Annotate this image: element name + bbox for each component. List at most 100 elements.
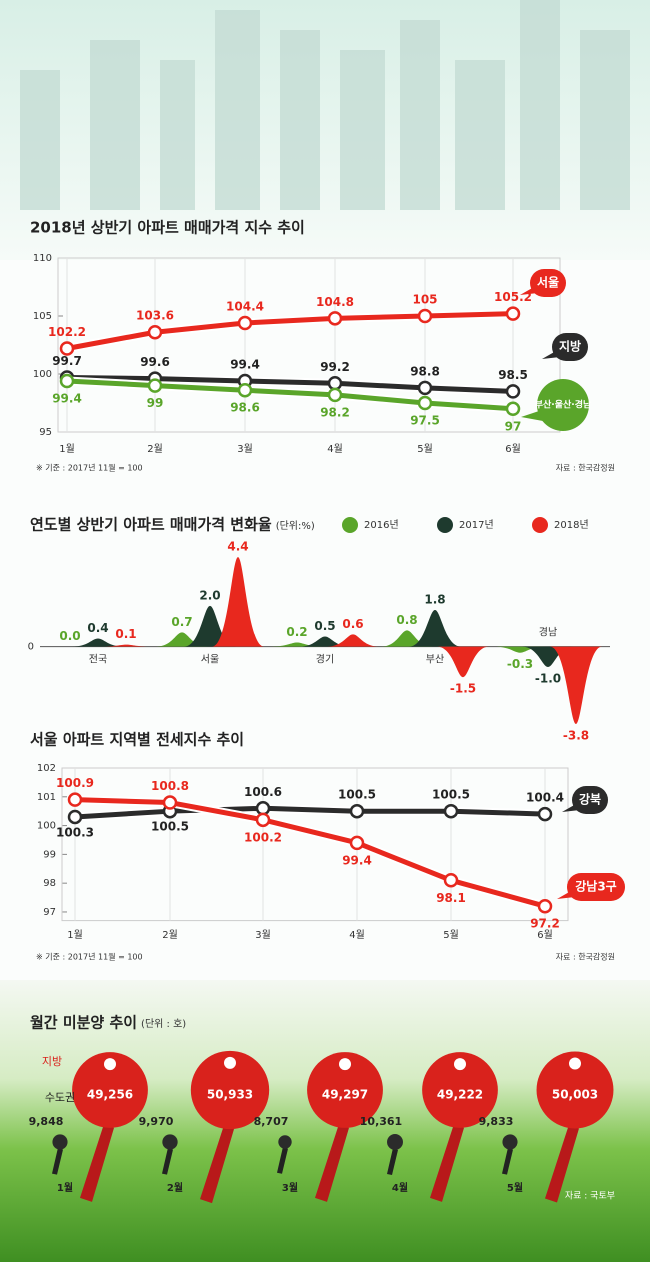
key-shaft — [80, 1123, 114, 1202]
peak — [72, 638, 124, 647]
y-tick-label: 110 — [33, 253, 52, 264]
point — [255, 812, 271, 828]
badge-tail — [562, 804, 580, 812]
point — [327, 387, 343, 403]
value-label: 99.4 — [342, 853, 372, 867]
value-label: 9,970 — [139, 1115, 174, 1128]
key-head — [52, 1134, 68, 1150]
value-label: 99.6 — [140, 355, 170, 369]
x-tick-label: 경남 — [539, 626, 557, 639]
x-tick-label: 경기 — [316, 653, 334, 666]
chart-title: 연도별 상반기 아파트 매매가격 변화율 — [30, 516, 272, 534]
point — [417, 308, 433, 324]
x-tick-label: 서울 — [201, 654, 219, 666]
value-label: 104.4 — [226, 299, 264, 313]
point — [505, 401, 521, 417]
value-label: 97.5 — [410, 414, 440, 428]
value-label: 99.7 — [52, 354, 82, 368]
x-tick-label: 5월 — [417, 443, 433, 455]
point — [537, 806, 553, 822]
value-label: 1.8 — [424, 592, 445, 606]
value-label: 99 — [147, 396, 164, 410]
value-label: 0.6 — [342, 617, 363, 631]
value-label: 0.4 — [87, 621, 108, 635]
value-label: 49,256 — [87, 1088, 133, 1102]
key-head — [502, 1134, 518, 1150]
point — [237, 382, 253, 398]
value-label: 98.6 — [230, 401, 260, 415]
chart-title: 2018년 상반기 아파트 매매가격 지수 추이 — [30, 219, 305, 237]
value-label: 102.2 — [48, 325, 86, 339]
x-tick-label: 5월 — [443, 929, 459, 941]
value-label: 98.5 — [498, 368, 528, 382]
y-tick-label: 97 — [43, 907, 56, 918]
point — [67, 792, 83, 807]
value-label: 0.8 — [396, 613, 417, 627]
point — [349, 803, 365, 819]
y-tick-label: 105 — [33, 311, 52, 322]
legend-label: 강북 — [579, 793, 601, 807]
value-label: 99.2 — [320, 360, 350, 374]
value-label: 50,003 — [552, 1088, 598, 1102]
point — [327, 311, 343, 326]
legend-label: 지방 — [559, 339, 581, 354]
badge-tail — [542, 351, 560, 359]
key-shaft — [502, 1147, 513, 1175]
peak — [409, 609, 461, 647]
key-head — [278, 1135, 292, 1149]
value-label: 98.1 — [436, 891, 466, 905]
legend-label: 서울 — [537, 275, 559, 290]
value-label: 2.0 — [199, 588, 220, 602]
value-label: 100.5 — [151, 820, 189, 834]
value-label: 98.8 — [410, 364, 440, 378]
peak — [550, 646, 602, 724]
chart-subtitle: (단위 : 호) — [141, 1017, 186, 1030]
series-badge — [572, 786, 608, 814]
peak — [212, 557, 264, 647]
y-tick-label: 100 — [33, 369, 52, 380]
value-label: -1.5 — [450, 682, 476, 696]
series-badge — [537, 379, 589, 431]
note: ※ 기준 : 2017년 11월 = 100 — [36, 463, 143, 473]
series-line — [74, 797, 546, 909]
y-tick-label: 0 — [28, 642, 34, 653]
value-label: 10,361 — [360, 1115, 402, 1128]
x-tick-label: 2월 — [147, 443, 163, 455]
point — [147, 324, 163, 340]
peak — [437, 646, 489, 678]
key-shaft — [315, 1123, 349, 1202]
key-hole — [569, 1057, 581, 1070]
point — [349, 835, 365, 851]
series-badge — [530, 269, 566, 297]
x-tick-label: 3월 — [237, 443, 253, 455]
value-label: 50,933 — [207, 1088, 253, 1102]
buildings — [20, 0, 630, 210]
point — [59, 373, 75, 389]
value-label: 4.4 — [227, 540, 248, 554]
x-tick-label: 4월 — [349, 929, 365, 941]
legend-label: 부산·울산·경남 — [535, 399, 592, 411]
badge-tail — [557, 891, 575, 899]
value-label: 0.2 — [286, 625, 307, 639]
value-label: 100.8 — [151, 779, 189, 793]
value-label: 0.1 — [115, 627, 136, 641]
point — [67, 809, 83, 825]
point — [327, 376, 343, 391]
y-tick-label: 102 — [37, 763, 56, 774]
value-label: 9,848 — [29, 1115, 64, 1128]
badge-tail — [521, 411, 543, 421]
peak — [299, 636, 351, 647]
legend-swatch — [437, 517, 453, 533]
x-tick-label: 5월 — [507, 1182, 523, 1194]
key-head — [162, 1134, 178, 1150]
legend-label: 2016년 — [364, 519, 399, 531]
key-hole — [224, 1056, 236, 1069]
key-head — [72, 1052, 148, 1128]
key-shaft — [200, 1125, 234, 1204]
x-tick-label: 1월 — [67, 929, 83, 941]
value-label: 100.4 — [526, 791, 564, 805]
value-label: 99.4 — [52, 391, 82, 405]
key-shaft — [277, 1146, 288, 1174]
y-tick-label: 101 — [37, 792, 56, 803]
